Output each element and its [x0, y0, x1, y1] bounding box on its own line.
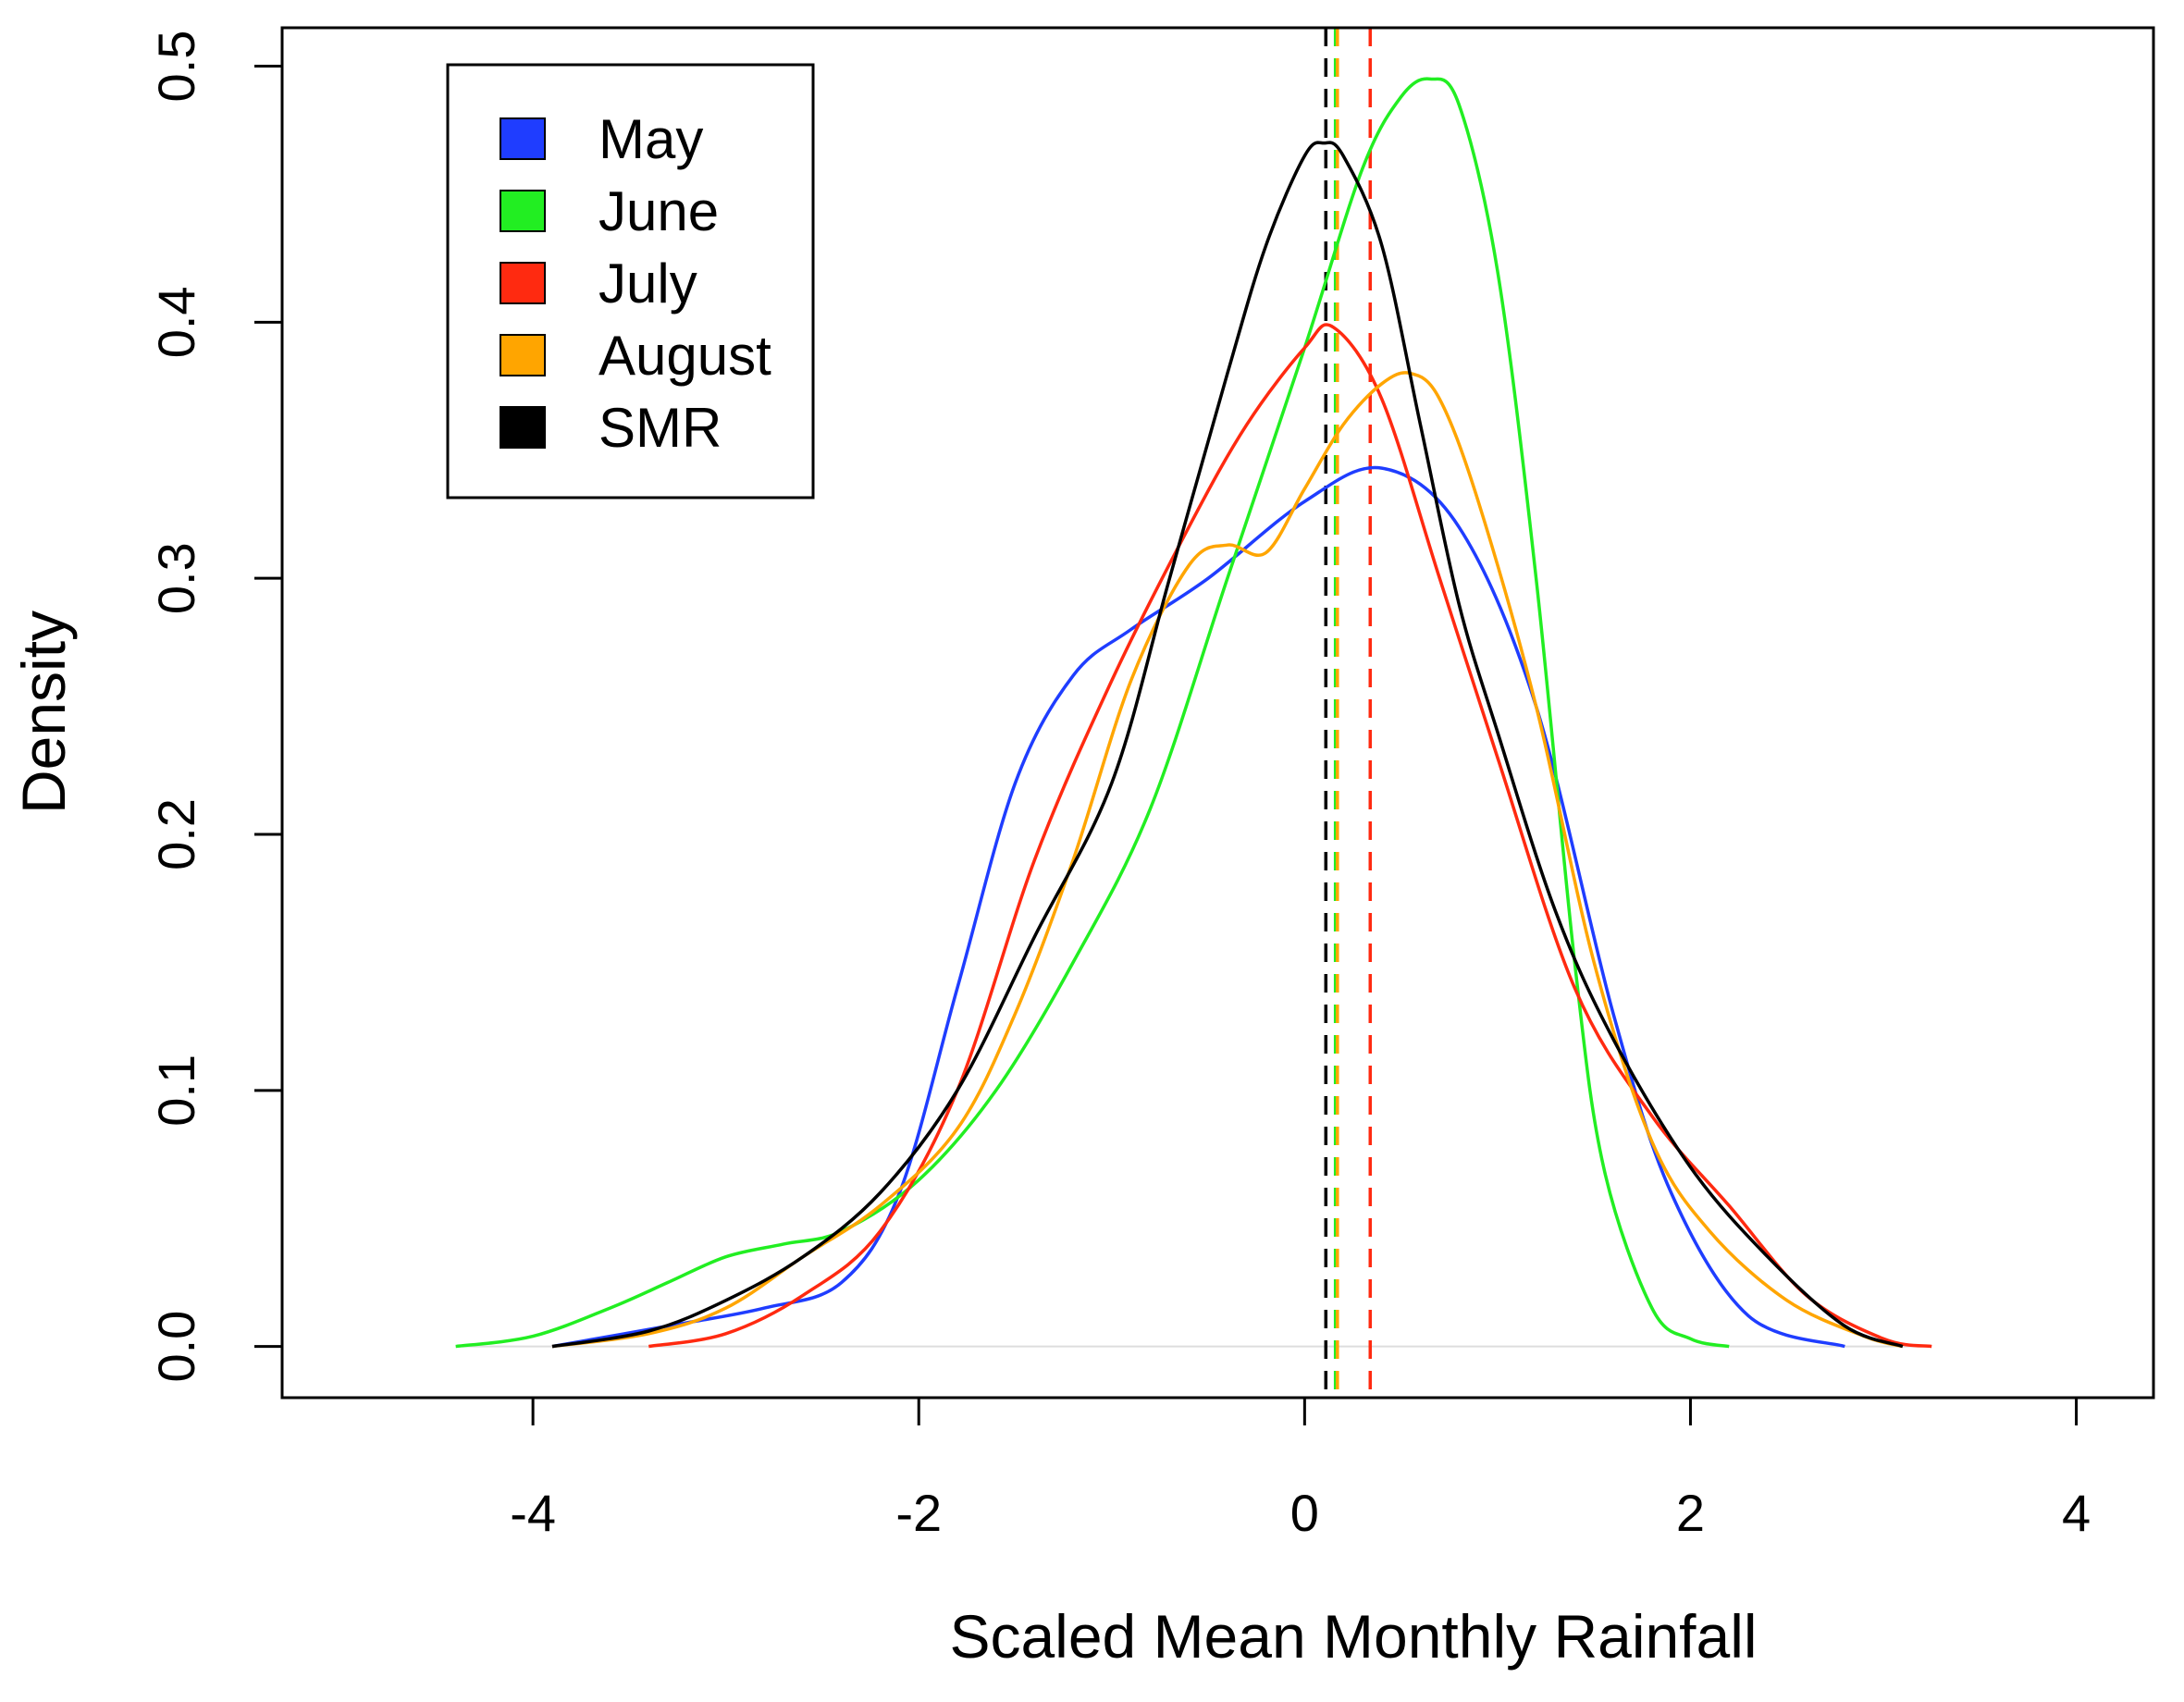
legend-swatch-june: [500, 190, 546, 232]
legend: May June July August SMR: [446, 63, 815, 500]
legend-label-may: May: [598, 108, 703, 170]
density-curve-june: [455, 77, 1730, 1349]
y-tick-label: 0.2: [147, 798, 205, 870]
y-tick-label: 0.4: [147, 286, 205, 358]
legend-swatch-smr: [500, 406, 546, 449]
x-tick-label: -4: [510, 1484, 556, 1542]
legend-label-august: August: [598, 325, 771, 387]
y-axis-label: Density: [9, 610, 78, 814]
legend-label-july: July: [598, 253, 697, 314]
legend-swatch-july: [500, 262, 546, 304]
y-tick-label: 0.1: [147, 1054, 205, 1127]
x-tick-label: 2: [1676, 1484, 1705, 1542]
legend-swatch-august: [500, 334, 546, 376]
y-tick-label: 0.5: [147, 31, 205, 103]
density-curve-august: [551, 371, 1904, 1349]
legend-label-june: June: [598, 180, 719, 242]
x-tick-label: 0: [1290, 1484, 1319, 1542]
legend-label-smr: SMR: [598, 397, 722, 459]
y-tick-label: 0.0: [147, 1311, 205, 1383]
legend-swatch-may: [500, 117, 546, 160]
density-curve-may: [551, 465, 1845, 1349]
x-tick-label: 4: [2062, 1484, 2091, 1542]
x-axis-label: Scaled Mean Monthly Rainfall: [949, 1602, 1757, 1671]
y-tick-label: 0.3: [147, 542, 205, 614]
density-curve-smr: [551, 141, 1904, 1349]
x-tick-label: -2: [895, 1484, 942, 1542]
